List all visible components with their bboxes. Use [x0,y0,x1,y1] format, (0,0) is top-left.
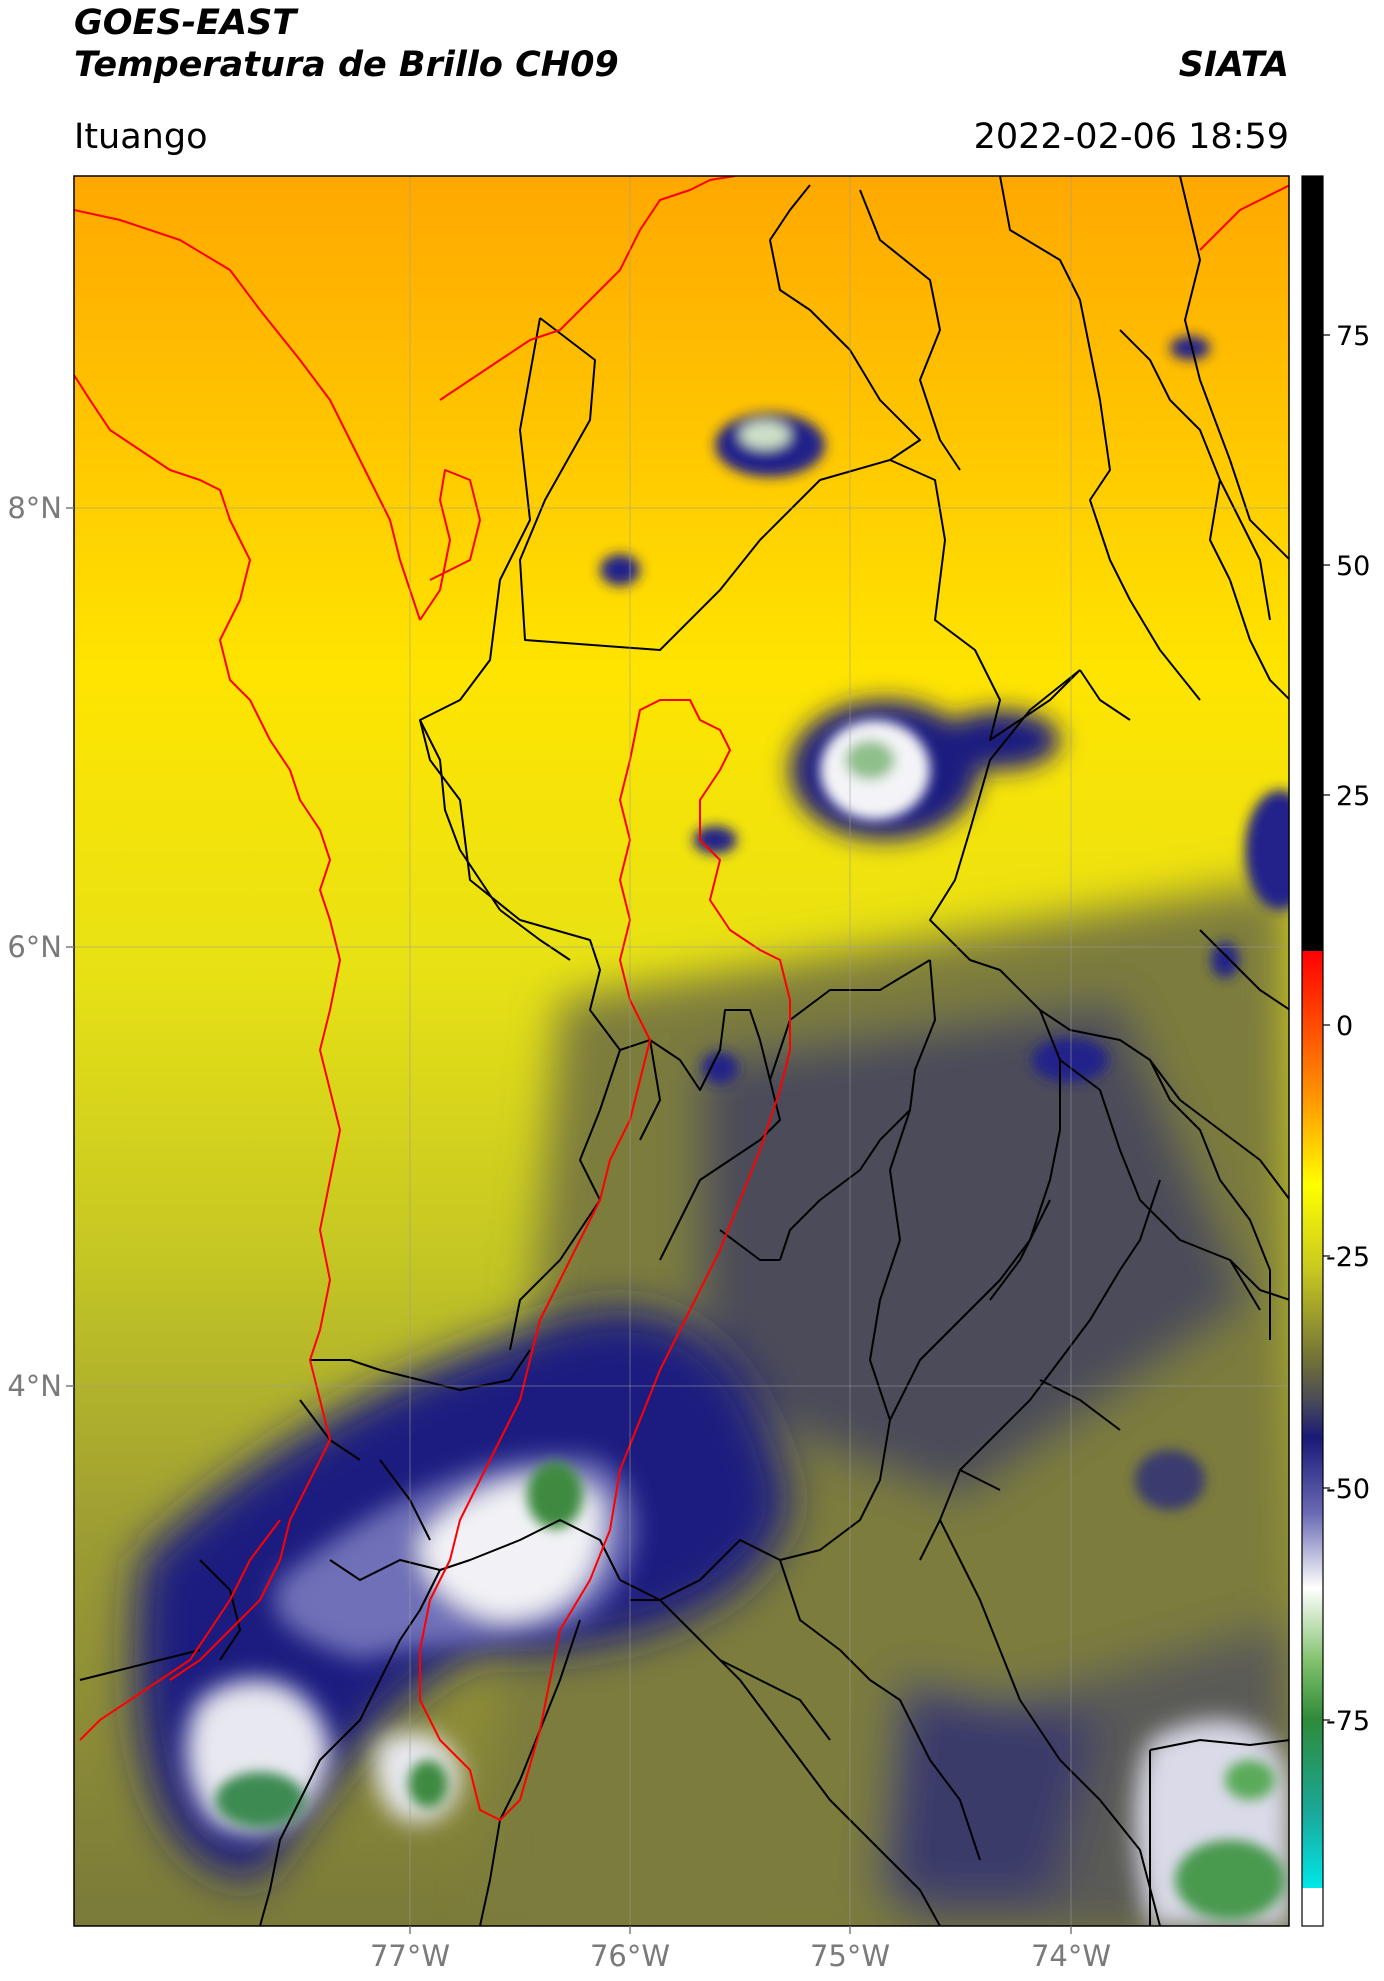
graticule [74,176,1289,1926]
datetime-label: 2022-02-06 18:59 [973,117,1289,157]
colorbar-tick-minus75: -75 [1326,1706,1370,1737]
satellite-title: GOES-EAST [74,3,297,43]
colorbar-frame [1301,175,1324,1927]
colorbar-black-segment [1302,176,1323,951]
lon-label-74w: 74°W [1031,1939,1111,1973]
colorbar-tick-minus25: -25 [1326,1242,1370,1273]
lon-label-77w: 77°W [370,1939,450,1973]
institution-label: SIATA [1178,45,1289,85]
colorbar: 75 50 25 0 -25 -50 -75 [1301,175,1370,1927]
lon-label-75w: 75°W [810,1939,890,1973]
location-label: Ituango [74,117,208,157]
lat-label-8n: 8°N [7,491,62,525]
colorbar-tick-75: 75 [1336,321,1370,352]
lat-label-4n: 4°N [7,1369,62,1403]
colorbar-gradient [1302,951,1323,1888]
latitude-labels: 8°N 6°N 4°N [7,491,74,1403]
colorbar-tick-minus50: -50 [1326,1474,1370,1505]
colorbar-tick-25: 25 [1336,781,1370,812]
coastline-and-basin-outline [74,176,1289,1821]
map-frame [73,175,1290,1927]
colorbar-white-segment [1302,1888,1323,1926]
lon-label-76w: 76°W [590,1939,670,1973]
product-title: Temperatura de Brillo CH09 [74,45,619,85]
colorbar-tick-0: 0 [1336,1011,1353,1042]
lat-label-6n: 6°N [7,930,62,964]
longitude-labels: 77°W 76°W 75°W 74°W [370,1926,1111,1973]
colorbar-tick-50: 50 [1336,551,1370,582]
brightness-temperature-field [74,176,1289,1926]
